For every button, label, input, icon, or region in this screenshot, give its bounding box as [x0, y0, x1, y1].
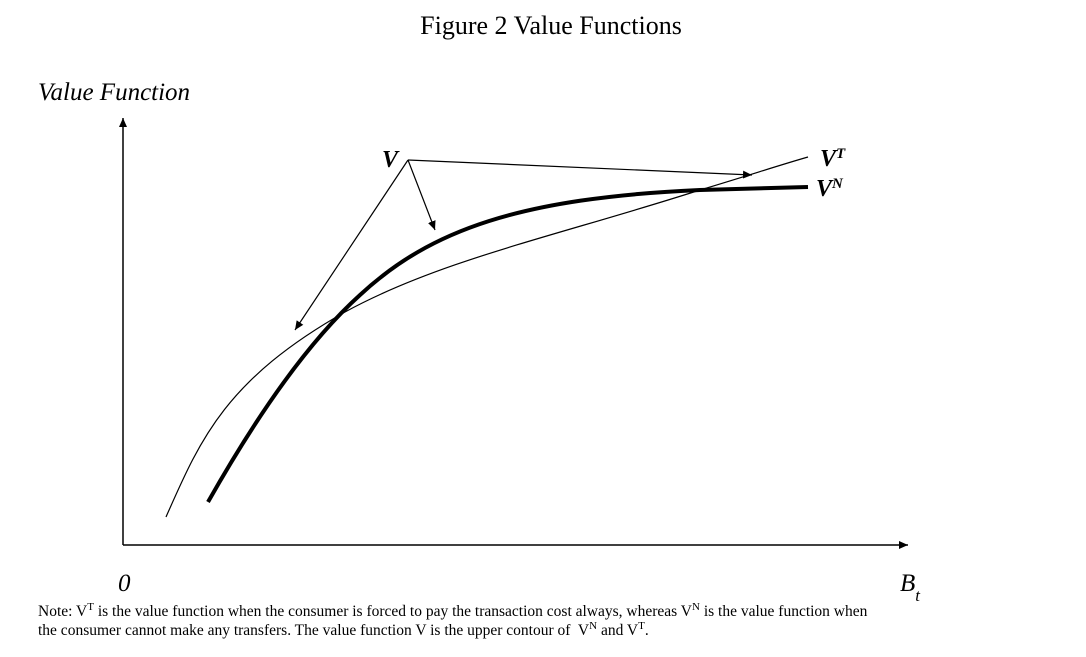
label-vt: VT [820, 146, 846, 172]
axes [119, 118, 908, 549]
note-text: Note: V [38, 603, 88, 620]
curve-vn [206, 185, 809, 503]
note-sup: N [692, 601, 700, 613]
x-axis-label: Bt [900, 570, 921, 605]
label-sup: T [836, 146, 846, 162]
x-label-base: B [900, 570, 915, 597]
y-axis-label: Value Function [38, 79, 190, 106]
label-base: V [820, 146, 838, 172]
arrow [294, 159, 409, 331]
note-text: . [645, 622, 649, 639]
origin-label: 0 [118, 570, 131, 597]
arrow [407, 159, 753, 179]
arrow [407, 159, 436, 231]
note: Note: VT is the value function when the … [38, 601, 868, 639]
note-text: is the value function when the consumer … [94, 603, 693, 620]
note-text: is the value function when [700, 603, 868, 620]
curve-vt [165, 156, 809, 518]
note-sup: T [87, 601, 94, 613]
note-text: the consumer cannot make any transfers. … [38, 622, 590, 639]
x-label-sub: t [915, 586, 921, 605]
label-base: V [816, 176, 834, 202]
title: Figure 2 Value Functions [420, 11, 682, 40]
note-line: the consumer cannot make any transfers. … [38, 620, 649, 639]
label-sup: N [831, 176, 844, 192]
label-v: V [382, 147, 400, 173]
note-sup: T [638, 620, 645, 632]
note-sup: N [589, 620, 597, 632]
note-text: and V [597, 622, 639, 639]
note-line: Note: VT is the value function when the … [38, 601, 868, 620]
label-vn: VN [816, 176, 844, 202]
